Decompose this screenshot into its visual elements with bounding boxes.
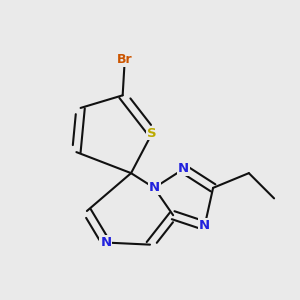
Text: N: N bbox=[178, 162, 189, 176]
Text: N: N bbox=[148, 182, 160, 194]
Text: N: N bbox=[199, 219, 210, 232]
Text: Br: Br bbox=[117, 53, 133, 66]
Text: S: S bbox=[147, 127, 157, 140]
Text: N: N bbox=[100, 236, 111, 249]
